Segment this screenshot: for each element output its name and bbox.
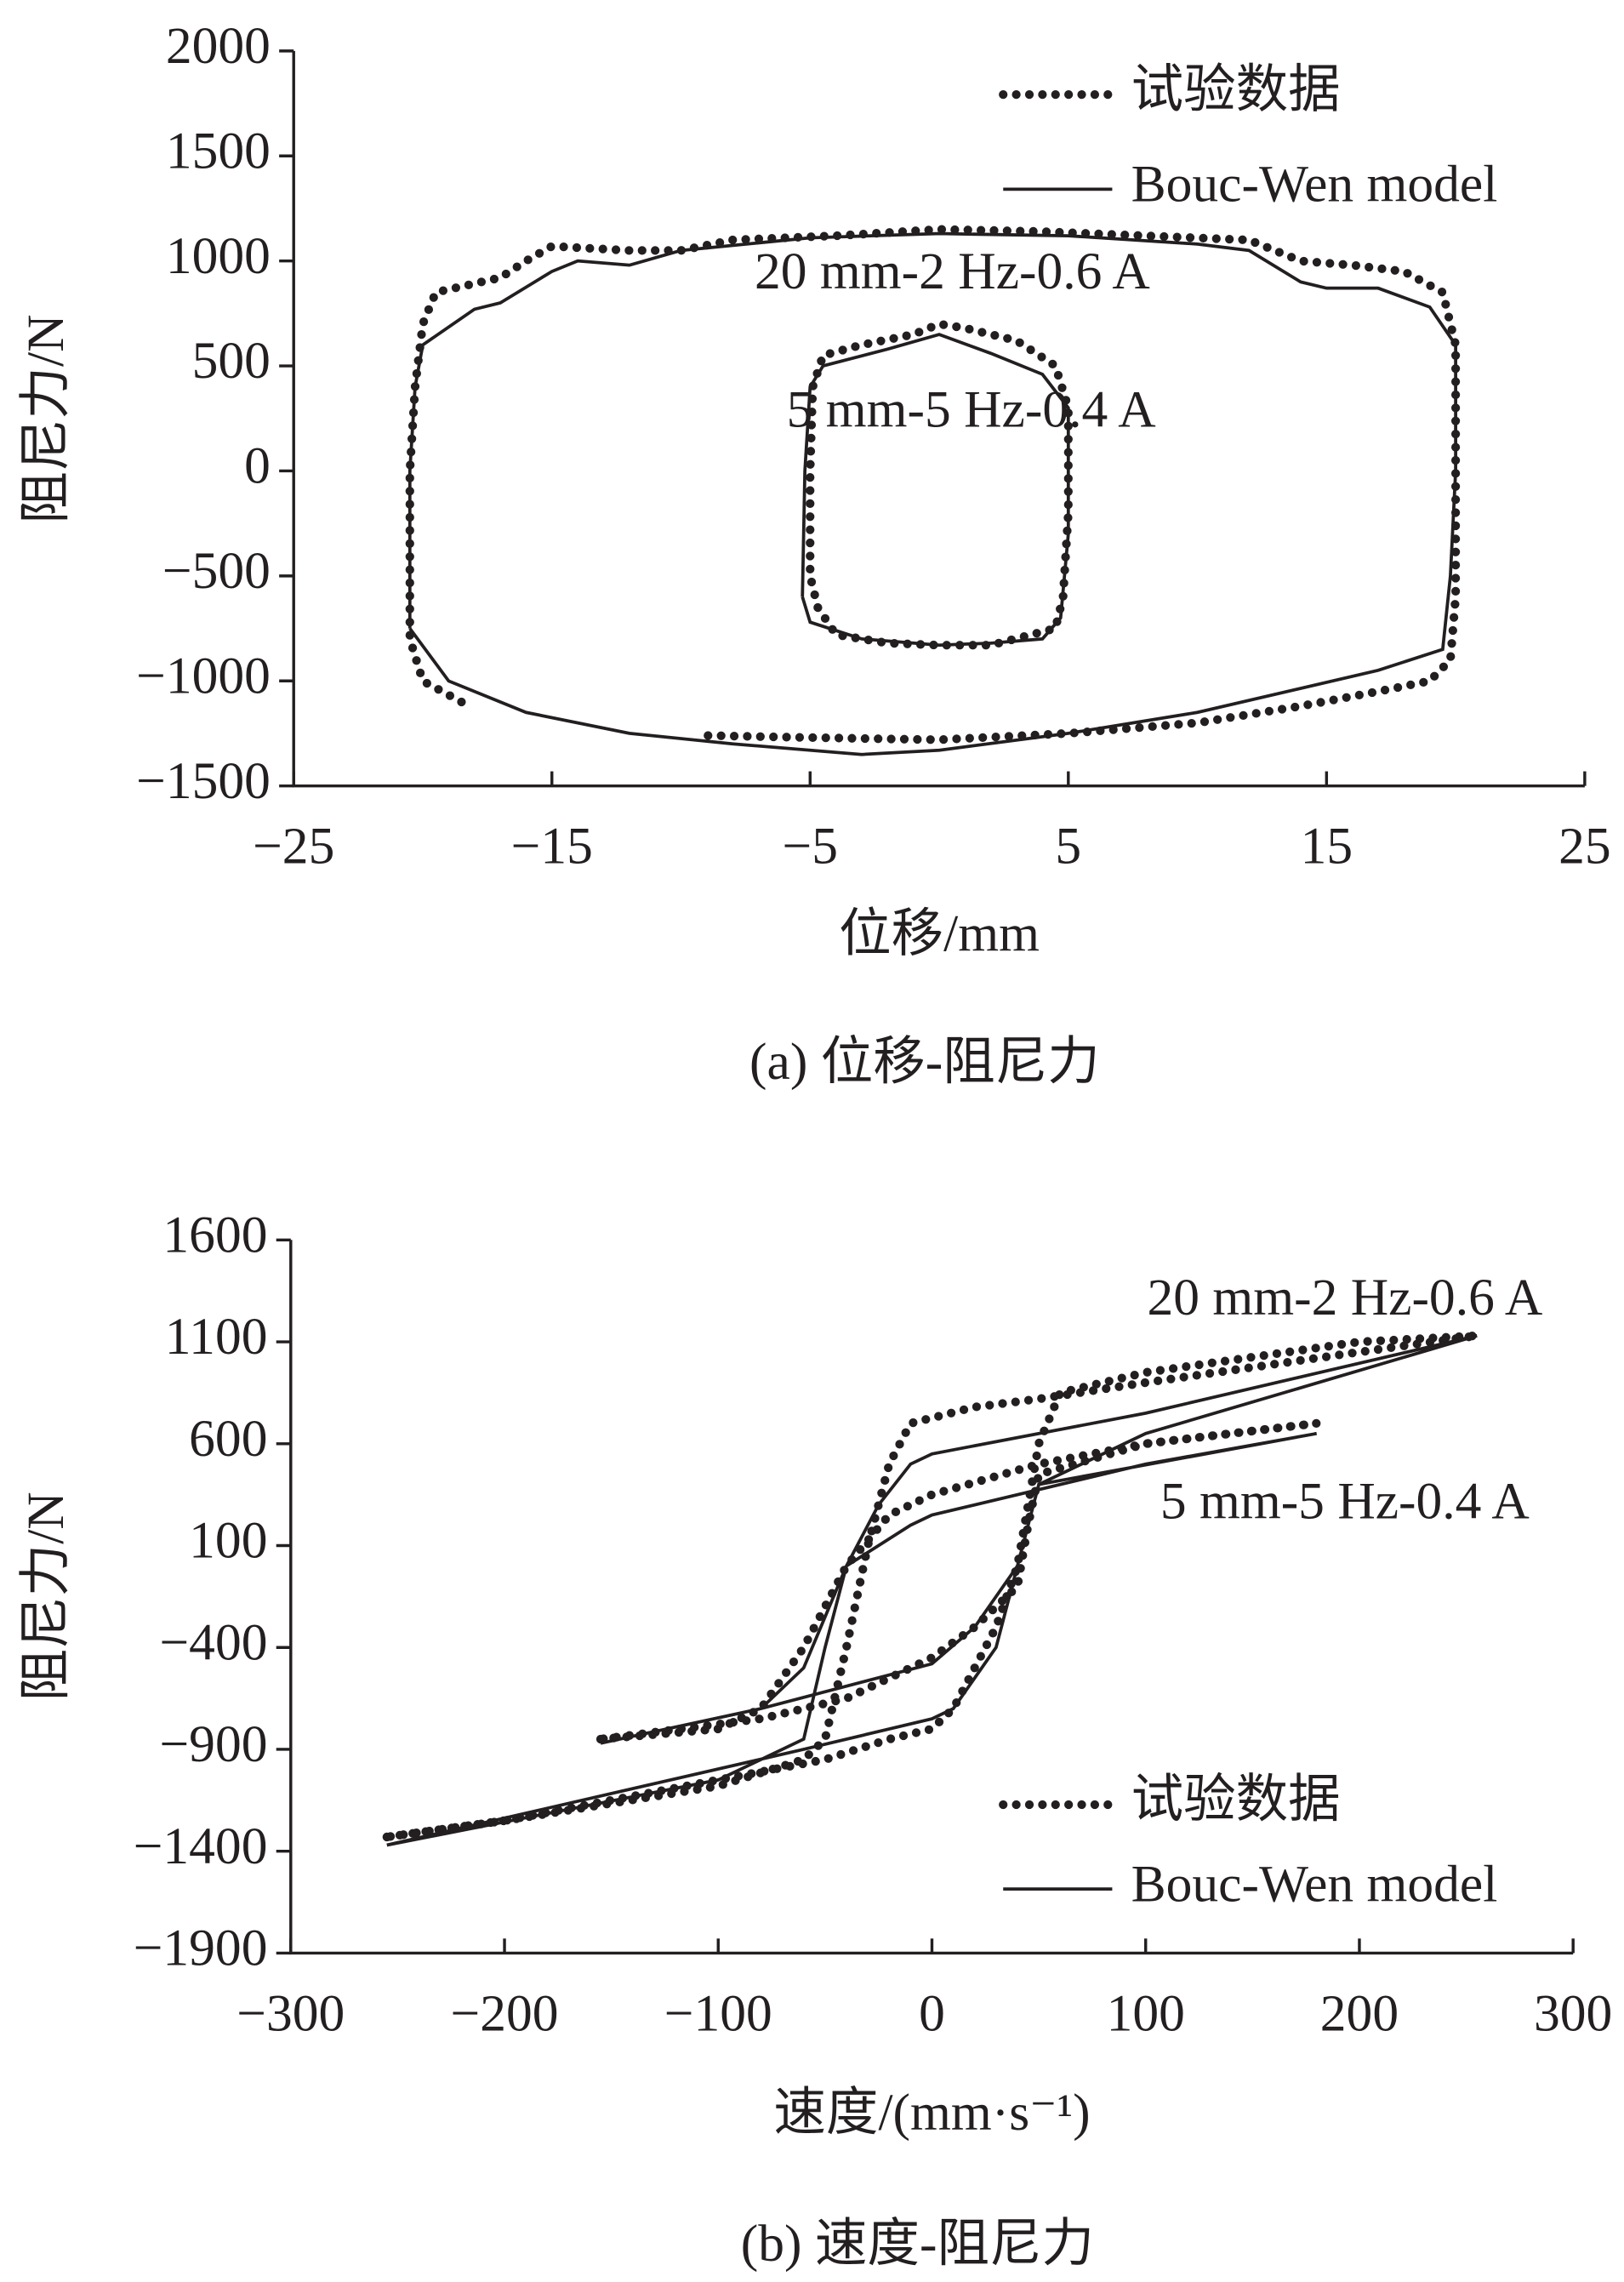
- y-tick-label: 1000: [166, 227, 271, 285]
- x-tick-label: −300: [236, 1985, 345, 2043]
- x-tick-label: −100: [664, 1985, 772, 2043]
- y-tick-label: −900: [159, 1715, 267, 1773]
- legend-label: 试验数据: [1131, 60, 1341, 118]
- x-tick-label: 300: [1534, 1985, 1612, 2043]
- legend-label: Bouc-Wen model: [1131, 1855, 1498, 1913]
- annotation: 20 mm-2 Hz-0.6 A: [755, 242, 1150, 300]
- x-tick-label: 0: [919, 1985, 945, 2043]
- series-line: [386, 1334, 1478, 1847]
- x-tick-label: 5: [1055, 818, 1081, 876]
- y-tick-label: −1900: [134, 1920, 268, 1977]
- x-tick-label: 15: [1301, 818, 1353, 876]
- x-tick-label: 25: [1558, 818, 1611, 876]
- x-tick-label: −5: [783, 818, 838, 876]
- y-tick-label: −400: [159, 1613, 267, 1671]
- y-tick-label: 1500: [166, 122, 271, 180]
- series-line: [405, 225, 1461, 745]
- y-tick-label: 1600: [162, 1206, 267, 1264]
- y-tick-label: −1000: [136, 647, 271, 705]
- y-tick-label: 500: [192, 332, 271, 390]
- y-tick-label: 600: [189, 1410, 267, 1468]
- y-tick-label: −1400: [134, 1817, 268, 1875]
- y-tick-label: 1100: [165, 1308, 268, 1366]
- x-tick-label: −15: [511, 818, 593, 876]
- x-tick-label: 200: [1320, 1985, 1399, 2043]
- caption: (b) 速度-阻尼力: [741, 2215, 1094, 2273]
- x-axis-label: 位移/mm: [839, 904, 1040, 962]
- legend-label: 试验数据: [1131, 1771, 1341, 1828]
- x-tick-label: −200: [451, 1985, 559, 2043]
- y-axis-label: 阻尼力/N: [17, 1492, 75, 1701]
- y-tick-label: 2000: [166, 17, 271, 75]
- legend-label: Bouc-Wen model: [1131, 155, 1498, 213]
- series-line: [382, 1331, 1478, 1842]
- y-axis-label: 阻尼力/N: [17, 314, 75, 523]
- annotation: 5 mm-5 Hz-0.4 A: [787, 381, 1156, 439]
- x-tick-label: −25: [253, 818, 334, 876]
- y-tick-label: 100: [189, 1512, 267, 1570]
- annotation: 5 mm-5 Hz-0.4 A: [1160, 1472, 1530, 1530]
- annotation: 20 mm-2 Hz-0.6 A: [1147, 1269, 1542, 1326]
- y-tick-label: −1500: [136, 752, 271, 810]
- x-axis-label: 速度/(mm·s⁻¹): [773, 2084, 1090, 2142]
- y-tick-label: −500: [162, 542, 271, 600]
- caption: (a) 位移-阻尼力: [749, 1033, 1100, 1091]
- y-tick-label: 0: [244, 437, 271, 495]
- series-line: [407, 231, 1457, 756]
- x-tick-label: 100: [1107, 1985, 1185, 2043]
